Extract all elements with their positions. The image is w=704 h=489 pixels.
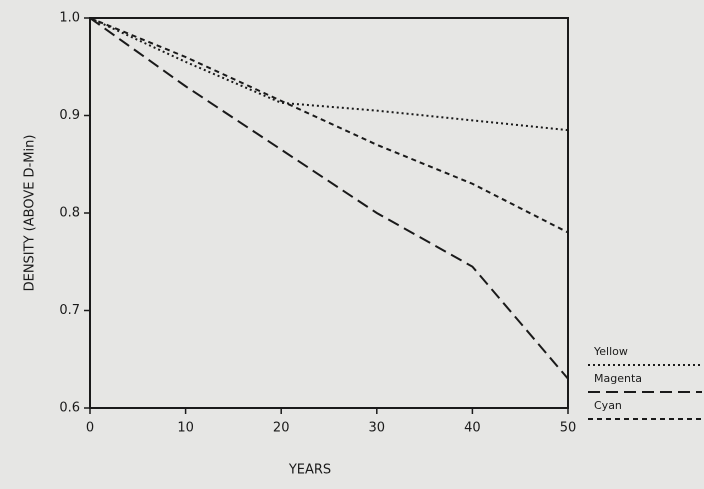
series-line xyxy=(89,17,569,380)
y-tick-label: 0.6 xyxy=(59,401,80,416)
legend-label: Magenta xyxy=(594,372,642,385)
x-tick-label: 50 xyxy=(560,421,577,436)
y-tick-label: 0.7 xyxy=(59,303,80,318)
legend-label: Cyan xyxy=(594,399,622,412)
y-axis-label: DENSITY (ABOVE D-Min) xyxy=(23,135,38,292)
legend-label: Yellow xyxy=(593,345,628,358)
x-tick-label: 10 xyxy=(177,421,194,436)
x-axis-label: YEARS xyxy=(288,463,331,478)
x-tick-label: 30 xyxy=(369,421,386,436)
x-tick-label: 20 xyxy=(273,421,290,436)
y-tick-label: 0.9 xyxy=(59,108,80,123)
x-tick-label: 0 xyxy=(86,421,94,436)
x-tick-label: 40 xyxy=(464,421,481,436)
y-tick-label: 0.8 xyxy=(59,206,80,221)
series-line xyxy=(89,17,569,234)
y-tick-label: 1.0 xyxy=(59,11,80,26)
